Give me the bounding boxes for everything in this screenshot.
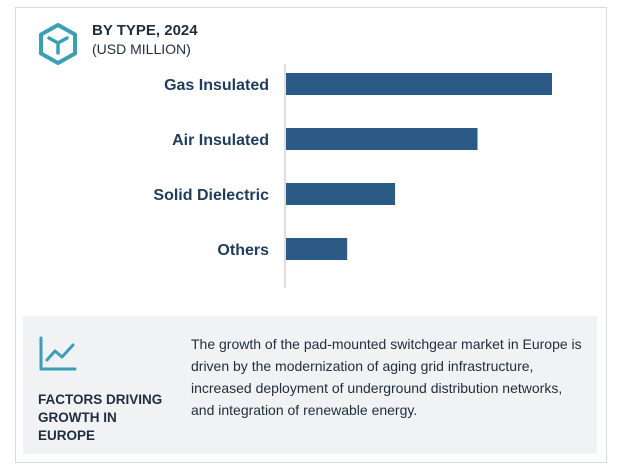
bar-chart: Gas Insulated Air Insulated Solid Dielectr… (153, 64, 552, 288)
factors-heading-line-2: GROWTH IN (38, 410, 117, 425)
category-label-gas-insulated: Gas Insulated (164, 77, 269, 94)
bar-gas-insulated (286, 73, 552, 95)
category-label-others: Others (217, 242, 269, 259)
factors-description: The growth of the pad-mounted switchgear… (191, 336, 582, 418)
factors-heading-line-3: EUROPE (38, 428, 96, 443)
market-card: BY TYPE, 2024 (USD MILLION) Gas Insulate… (15, 7, 607, 463)
category-label-solid-dielectric: Solid Dielectric (153, 187, 269, 204)
bar-solid-dielectric (286, 183, 396, 205)
bar-others (286, 238, 348, 260)
bar-air-insulated (286, 128, 478, 150)
chart-subtitle: (USD MILLION) (92, 41, 191, 57)
hexagon-cube-icon (39, 23, 77, 65)
factors-panel: FACTORS DRIVING GROWTH IN EUROPE The gro… (23, 316, 597, 454)
category-labels: Gas Insulated Air Insulated Solid Dielectr… (153, 77, 269, 259)
trend-line-icon (39, 336, 77, 371)
chart-title: BY TYPE, 2024 (92, 22, 198, 39)
bars (286, 73, 552, 260)
factors-heading: FACTORS DRIVING GROWTH IN EUROPE (38, 391, 188, 445)
category-label-air-insulated: Air Insulated (172, 132, 269, 149)
factors-heading-line-1: FACTORS DRIVING (38, 392, 163, 407)
